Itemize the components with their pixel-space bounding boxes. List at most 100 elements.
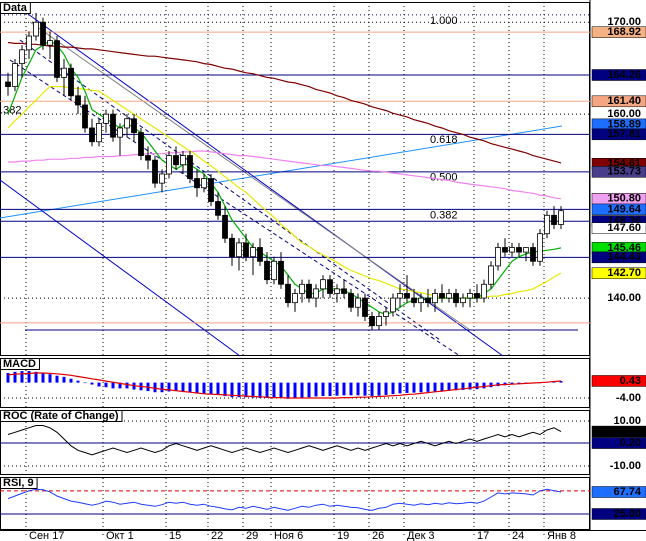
candle-body [124,118,130,129]
price-tag-label: 153.73 [607,166,641,178]
macd-bar [160,382,164,393]
macd-bar [230,382,234,398]
x-tick-label: 17 [477,530,489,541]
candle-body [145,155,151,161]
macd-bar [370,382,374,397]
price-tag [591,425,646,438]
macd-bar [419,382,423,393]
price-tag [591,267,646,279]
candle-body [159,173,165,184]
candle-body [187,155,193,179]
macd-bar [356,382,360,396]
pane-title-box [0,410,123,422]
indicator-line [7,488,562,511]
y-tick-label: -4.00 [616,392,641,404]
candle-body [376,316,382,327]
candle-body [236,242,242,258]
candle-body [68,67,74,97]
macd-bar [349,382,353,396]
macd-signal [7,372,562,399]
macd-bar [181,382,185,392]
macd-bar [363,382,367,396]
price-tag-label: 158.89 [607,118,641,130]
macd-bar [216,382,220,395]
candle-body [306,283,312,299]
price-tag-label: 25.00 [613,508,641,520]
candle-body [355,297,361,308]
macd-bar [195,382,199,393]
candle-body [19,49,25,65]
x-tick-label: Сен 17 [29,530,64,541]
price-tag-label: 157.81 [607,128,641,140]
macd-bar [433,382,437,392]
macd-bar [426,382,430,392]
candle-body [166,155,172,175]
macd-bar [293,382,297,398]
candle-body [551,214,557,225]
candle-body [460,297,466,304]
candle-body [320,279,326,290]
x-tick-label: Окт 1 [106,530,134,541]
candle-body [432,293,438,304]
candle-body [201,178,207,189]
candle-body [229,237,235,258]
candle-body [390,297,396,313]
price-tag-label: 142.70 [607,267,641,279]
candle-body [12,63,18,87]
macd-bar [223,382,227,397]
macd-bar [482,382,486,389]
price-tag [591,437,646,449]
pane-title: ROC (Rate of Change) [3,410,119,422]
candle-body [173,155,179,166]
price-tag [591,203,646,216]
macd-bar [104,382,108,388]
candle-body [110,113,116,138]
macd-bar [510,382,514,385]
price-tag [591,128,646,141]
candle-body [264,260,270,281]
x-tick-label: Дек 3 [407,530,435,541]
x-tick-label: 24 [512,530,524,541]
macd-bar [244,382,248,398]
price-tag [591,95,646,108]
price-tag-label: 150.80 [607,193,641,205]
y-tick-label: 170.00 [607,16,641,28]
candle-body [411,297,417,304]
price-tag-label: 161.40 [607,95,641,107]
macd-bar [489,382,493,388]
fib-label: 0.618 [430,134,458,146]
candle-body [215,201,221,216]
candle-body [75,95,81,106]
x-tick-label: 15 [169,530,181,541]
macd-bar [118,382,122,389]
price-tag [591,166,646,178]
candle-body [103,113,109,124]
indicator-line [7,425,562,456]
macd-bar [412,382,416,393]
candle-body [250,247,256,258]
macd-bar [111,382,115,389]
macd-bar [559,381,563,383]
candle-body [453,293,459,304]
x-tick-label: 29 [246,530,258,541]
candle-body [418,297,424,304]
macd-bar [391,382,395,395]
candle-body [369,316,375,327]
fib-label: 0.382 [0,104,22,116]
y-tick-label: 140.00 [607,292,641,304]
candle-body [334,288,340,294]
macd-bar [174,382,178,392]
macd-bar [69,378,73,383]
y-tick-label: 160.00 [607,108,641,120]
candle-body [138,132,144,156]
macd-bar [83,382,87,384]
price-tag [591,375,646,387]
candle-body [397,293,403,299]
candle-body [474,293,480,299]
macd-bar [153,382,157,393]
candle-body [152,159,158,184]
macd-bar [55,375,59,383]
pane-title: MACD [3,358,36,370]
macd-bar [13,371,17,383]
